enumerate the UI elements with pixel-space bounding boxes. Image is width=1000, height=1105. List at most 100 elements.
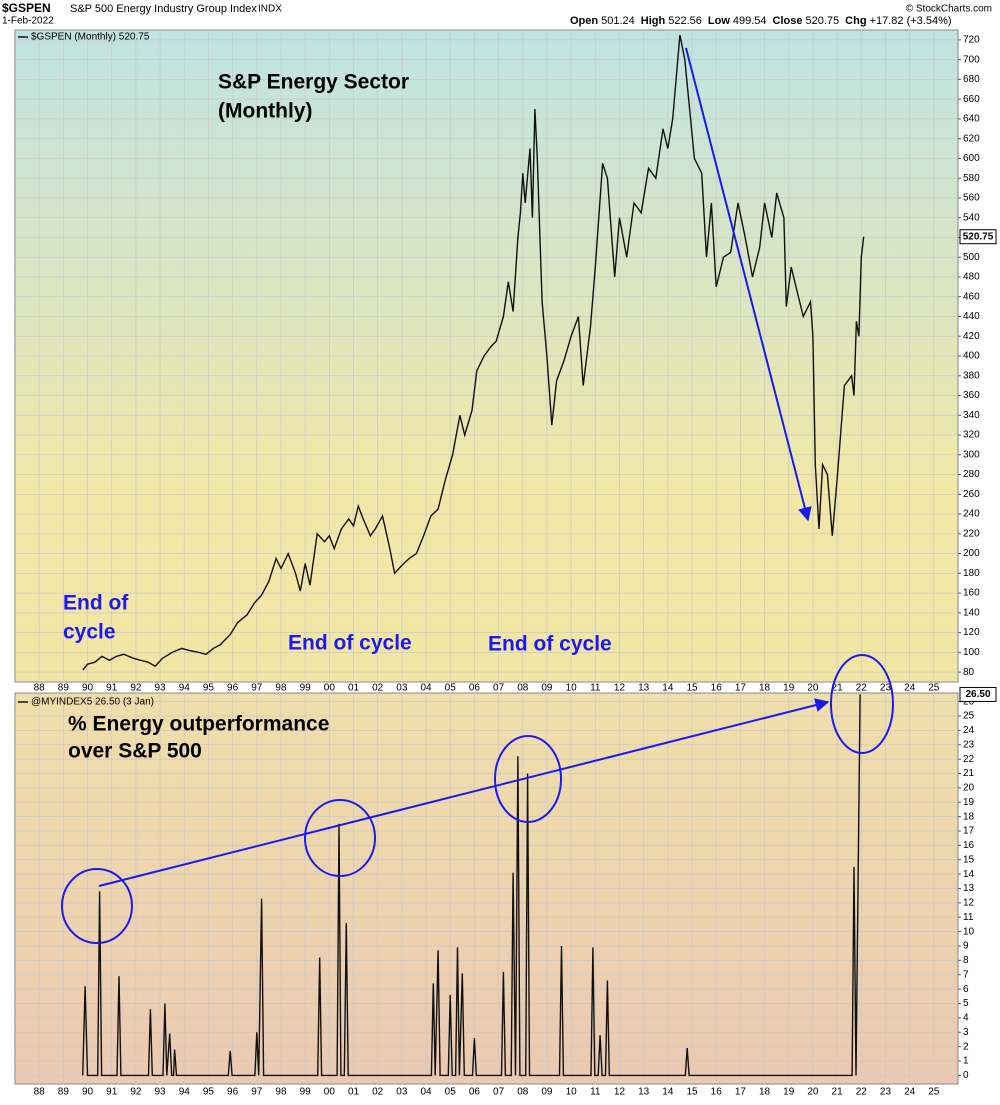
x-tick-label: 00 [324, 1087, 336, 1098]
arrow [685, 47, 812, 522]
x-tick-label: 90 [82, 683, 94, 694]
last-value-box [959, 686, 997, 702]
y-tick-label: 620 [963, 133, 980, 144]
quote-value: 520.75 [806, 15, 840, 27]
x-tick-label: 89 [58, 683, 70, 694]
x-tick-label: 08 [517, 1087, 529, 1098]
x-tick-label: 12 [614, 1087, 626, 1098]
x-tick-label: 95 [203, 683, 215, 694]
annotation-subtitle: (Monthly) [218, 100, 312, 123]
y-tick-label: 220 [963, 528, 980, 539]
y-tick-label: 0 [963, 1070, 969, 1081]
arrow [98, 698, 830, 887]
y-tick-label: 540 [963, 212, 980, 223]
y-tick-label: 4 [963, 1013, 969, 1024]
x-tick-label: 10 [566, 683, 578, 694]
x-tick-label: 24 [904, 1087, 916, 1098]
x-tick-label: 23 [880, 1087, 892, 1098]
exchange: INDX [258, 4, 282, 15]
x-tick-label: 97 [251, 1087, 263, 1098]
x-tick-label: 01 [348, 1087, 360, 1098]
y-tick-label: 14 [963, 869, 975, 880]
x-tick-label: 07 [493, 683, 505, 694]
y-tick-label: 25 [963, 711, 975, 722]
x-tick-label: 25 [928, 683, 940, 694]
circle [830, 654, 894, 754]
quote-label: Chg [845, 15, 866, 27]
y-tick-label: 660 [963, 94, 980, 105]
y-tick-label: 8 [963, 955, 969, 966]
quote-value: 501.24 [601, 15, 635, 27]
x-tick-label: 20 [807, 683, 819, 694]
y-tick-label: 200 [963, 548, 980, 559]
y-tick-label: 360 [963, 390, 980, 401]
quote-value: 499.54 [733, 15, 767, 27]
last-value-label: 26.50 [965, 689, 990, 700]
y-tick-label: 1 [963, 1056, 969, 1067]
y-tick-label: 19 [963, 797, 975, 808]
x-tick-label: 98 [275, 683, 287, 694]
x-tick-label: 89 [58, 1087, 70, 1098]
x-tick-label: 06 [469, 683, 481, 694]
y-tick-label: 24 [963, 725, 975, 736]
y-tick-label: 22 [963, 754, 975, 765]
annotation-title: S&P Energy Sector [218, 71, 409, 94]
x-tick-label: 94 [179, 683, 191, 694]
x-tick-label: 13 [638, 1087, 650, 1098]
y-tick-label: 140 [963, 607, 980, 618]
y-tick-label: 580 [963, 173, 980, 184]
x-tick-label: 21 [832, 1087, 844, 1098]
x-tick-label: 99 [300, 1087, 312, 1098]
x-tick-label: 23 [880, 683, 892, 694]
y-tick-label: 380 [963, 370, 980, 381]
x-tick-label: 22 [856, 683, 868, 694]
y-tick-label: 120 [963, 627, 980, 638]
date: 1-Feb-2022 [2, 16, 54, 27]
x-tick-label: 90 [82, 1087, 94, 1098]
y-tick-label: 280 [963, 469, 980, 480]
x-tick-label: 94 [179, 1087, 191, 1098]
x-tick-label: 95 [203, 1087, 215, 1098]
quote-label: High [641, 15, 666, 27]
x-tick-label: 09 [541, 683, 553, 694]
x-tick-label: 05 [445, 683, 457, 694]
x-tick-label: 15 [686, 1087, 698, 1098]
y-tick-label: 100 [963, 647, 980, 658]
x-tick-label: 01 [348, 683, 360, 694]
index-name: S&P 500 Energy Industry Group Index [70, 3, 257, 15]
x-tick-label: 93 [155, 683, 167, 694]
y-tick-label: 17 [963, 826, 975, 837]
symbol: $GSPEN [2, 1, 51, 15]
x-tick-label: 15 [686, 683, 698, 694]
y-tick-label: 23 [963, 739, 975, 750]
y-tick-label: 6 [963, 984, 969, 995]
x-tick-label: 22 [856, 1087, 868, 1098]
y-tick-label: 460 [963, 291, 980, 302]
y-tick-label: 500 [963, 252, 980, 263]
legend-text: @MYINDEX5 26.50 (3 Jan) [31, 697, 154, 708]
cycle-note: End of cycle [288, 632, 412, 655]
x-tick-label: 18 [759, 1087, 771, 1098]
x-tick-label: 18 [759, 683, 771, 694]
y-tick-label: 240 [963, 509, 980, 520]
y-tick-label: 12 [963, 898, 975, 909]
x-tick-label: 05 [445, 1087, 457, 1098]
x-tick-label: 97 [251, 683, 263, 694]
x-tick-label: 17 [735, 683, 747, 694]
y-tick-label: 600 [963, 153, 980, 164]
x-tick-label: 14 [662, 683, 674, 694]
y-tick-label: 16 [963, 840, 975, 851]
x-tick-label: 16 [711, 1087, 723, 1098]
x-tick-label: 02 [372, 1087, 384, 1098]
x-tick-label: 25 [928, 1087, 940, 1098]
x-tick-label: 91 [106, 1087, 118, 1098]
y-tick-label: 480 [963, 272, 980, 283]
x-tick-label: 19 [783, 683, 795, 694]
x-tick-label: 17 [735, 1087, 747, 1098]
cycle-note: End of [63, 592, 129, 615]
circle [61, 868, 133, 944]
legend-text: $GSPEN (Monthly) 520.75 [31, 32, 150, 43]
x-tick-label: 11 [590, 683, 601, 694]
y-tick-label: 80 [963, 667, 975, 678]
quote-label: Close [773, 15, 803, 27]
